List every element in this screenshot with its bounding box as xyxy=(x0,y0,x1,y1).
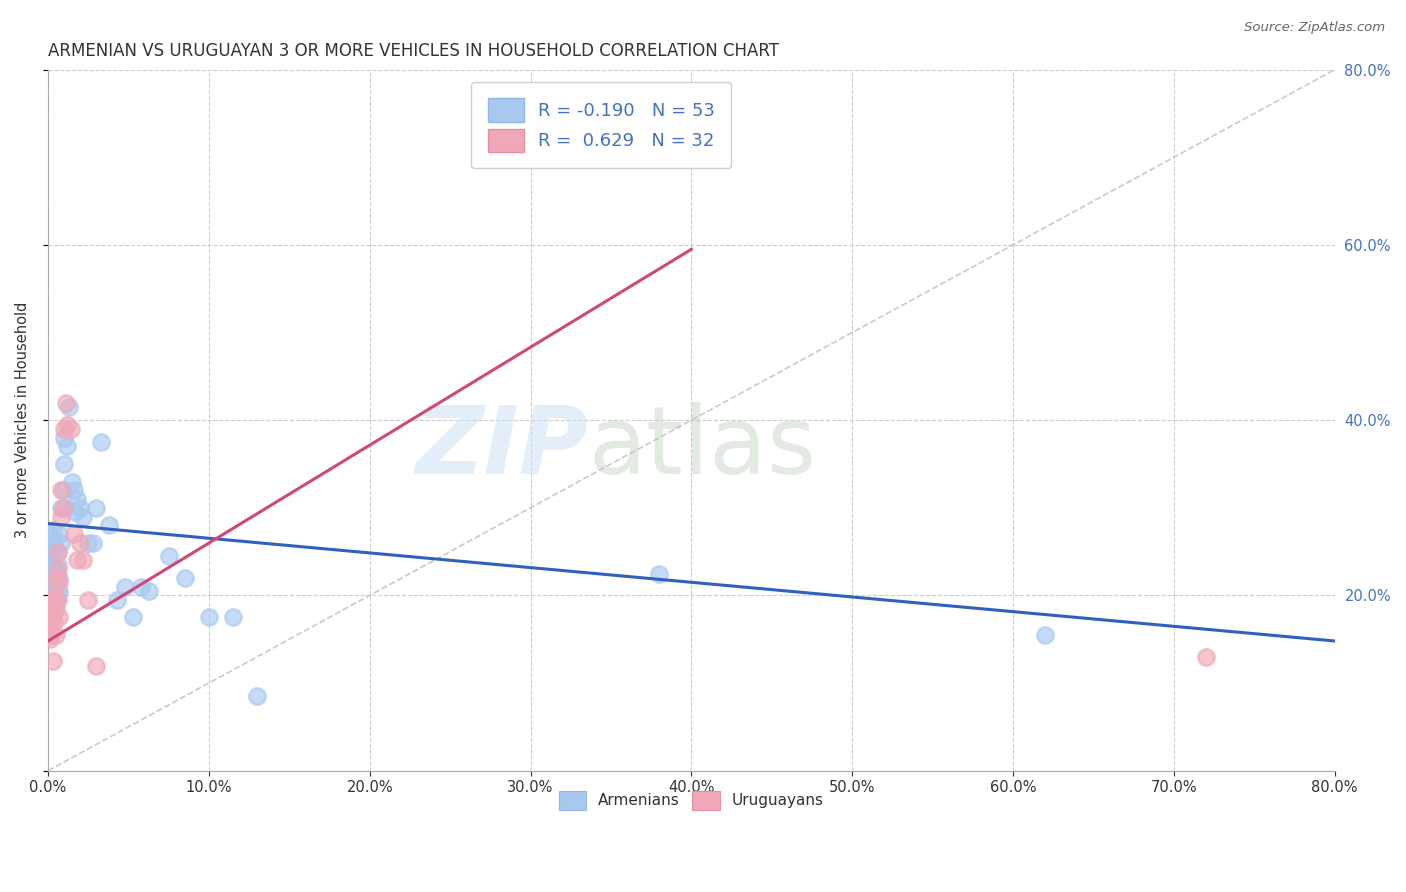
Point xyxy=(1033,628,1056,642)
Text: atlas: atlas xyxy=(589,402,817,494)
Point xyxy=(48,571,70,585)
Point xyxy=(60,475,83,489)
Point xyxy=(44,571,66,585)
Point xyxy=(44,584,66,599)
Point xyxy=(65,505,87,519)
Point xyxy=(45,601,67,615)
Point xyxy=(122,610,145,624)
Point xyxy=(48,584,70,599)
Point xyxy=(66,491,89,506)
Point xyxy=(42,610,65,624)
Point xyxy=(46,562,69,576)
Point xyxy=(51,483,73,498)
Point xyxy=(59,422,82,436)
Point xyxy=(45,592,67,607)
Text: ARMENIAN VS URUGUAYAN 3 OR MORE VEHICLES IN HOUSEHOLD CORRELATION CHART: ARMENIAN VS URUGUAYAN 3 OR MORE VEHICLES… xyxy=(48,42,779,60)
Point xyxy=(72,509,94,524)
Point xyxy=(44,615,66,629)
Point xyxy=(44,536,66,550)
Point xyxy=(98,518,121,533)
Point xyxy=(62,527,84,541)
Point xyxy=(42,523,65,537)
Point xyxy=(39,536,62,550)
Text: Source: ZipAtlas.com: Source: ZipAtlas.com xyxy=(1244,21,1385,34)
Point xyxy=(45,628,67,642)
Point xyxy=(66,553,89,567)
Point xyxy=(173,571,195,585)
Point xyxy=(114,580,136,594)
Point xyxy=(82,536,104,550)
Point xyxy=(90,435,112,450)
Point xyxy=(49,500,72,515)
Point xyxy=(39,571,62,585)
Point xyxy=(48,575,70,590)
Point xyxy=(53,431,76,445)
Point xyxy=(48,527,70,541)
Point xyxy=(38,632,60,647)
Point xyxy=(46,558,69,572)
Point xyxy=(56,440,79,454)
Point xyxy=(138,584,160,599)
Point xyxy=(62,483,84,498)
Point xyxy=(56,417,79,432)
Point xyxy=(39,553,62,567)
Point xyxy=(45,575,67,590)
Point xyxy=(42,575,65,590)
Point xyxy=(45,571,67,585)
Point xyxy=(45,562,67,576)
Point xyxy=(198,610,221,624)
Point xyxy=(42,544,65,558)
Point xyxy=(246,689,269,703)
Point xyxy=(131,580,153,594)
Point xyxy=(53,422,76,436)
Point xyxy=(51,500,73,515)
Point xyxy=(105,592,128,607)
Point xyxy=(69,500,91,515)
Point xyxy=(77,592,100,607)
Point xyxy=(648,566,671,581)
Point xyxy=(84,500,107,515)
Legend: Armenians, Uruguayans: Armenians, Uruguayans xyxy=(553,785,830,815)
Point xyxy=(44,589,66,603)
Point xyxy=(42,562,65,576)
Point xyxy=(42,654,65,668)
Point xyxy=(39,628,62,642)
Point xyxy=(46,544,69,558)
Point xyxy=(49,509,72,524)
Point xyxy=(38,615,60,629)
Point xyxy=(77,536,100,550)
Point xyxy=(49,483,72,498)
Point xyxy=(58,400,80,414)
Point xyxy=(38,527,60,541)
Point xyxy=(49,536,72,550)
Point xyxy=(39,606,62,620)
Point xyxy=(42,592,65,607)
Point xyxy=(44,601,66,615)
Point xyxy=(222,610,245,624)
Point xyxy=(45,566,67,581)
Point xyxy=(72,553,94,567)
Point xyxy=(53,457,76,471)
Point xyxy=(46,589,69,603)
Point xyxy=(38,549,60,563)
Text: ZIP: ZIP xyxy=(416,402,589,494)
Point xyxy=(55,395,77,409)
Point xyxy=(48,610,70,624)
Point xyxy=(157,549,180,563)
Point xyxy=(69,536,91,550)
Y-axis label: 3 or more Vehicles in Household: 3 or more Vehicles in Household xyxy=(15,302,30,539)
Point xyxy=(46,592,69,607)
Point xyxy=(55,500,77,515)
Point xyxy=(84,658,107,673)
Point xyxy=(1195,649,1218,664)
Point xyxy=(46,544,69,558)
